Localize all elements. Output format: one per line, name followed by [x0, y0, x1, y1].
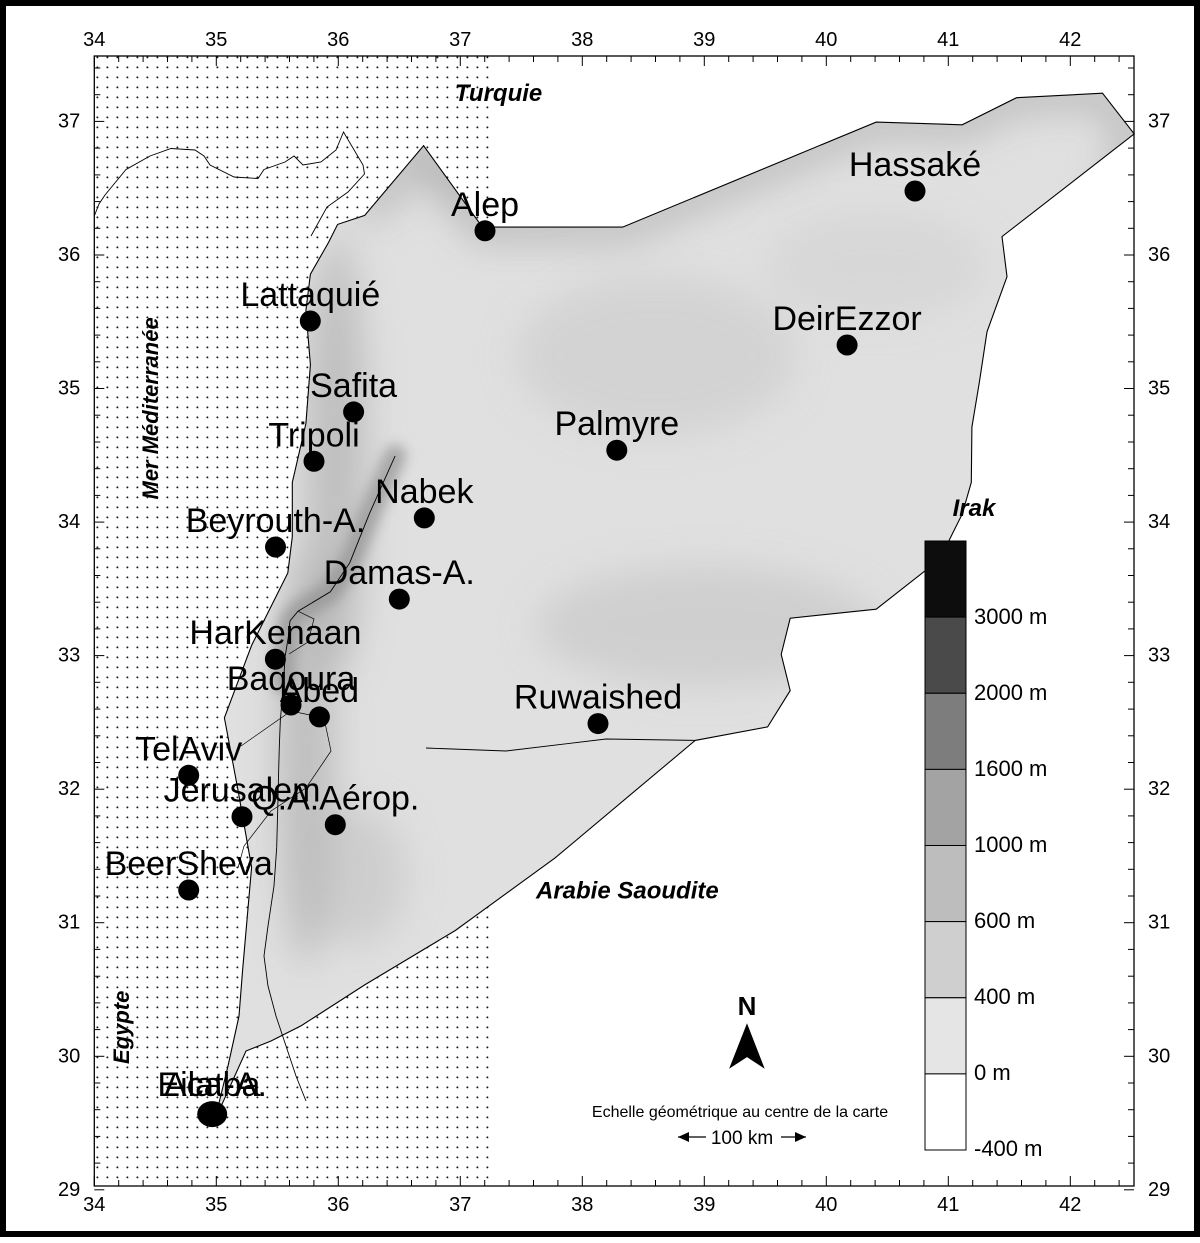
svg-text:34: 34: [83, 1194, 105, 1216]
svg-text:Palmyre: Palmyre: [554, 405, 679, 443]
svg-text:36: 36: [327, 1194, 349, 1216]
svg-text:37: 37: [58, 110, 80, 132]
svg-text:Mer Méditerranée: Mer Méditerranée: [138, 317, 163, 499]
svg-text:DeirEzzor: DeirEzzor: [772, 300, 921, 338]
svg-text:Egypte: Egypte: [109, 991, 134, 1064]
svg-text:32: 32: [1148, 778, 1170, 800]
svg-text:31: 31: [1148, 912, 1170, 934]
svg-text:Hassaké: Hassaké: [849, 146, 981, 184]
svg-text:29: 29: [1148, 1179, 1170, 1201]
svg-text:39: 39: [693, 29, 715, 51]
svg-text:400 m: 400 m: [974, 984, 1035, 1009]
svg-text:Alep: Alep: [451, 186, 519, 224]
svg-text:N: N: [738, 991, 757, 1021]
svg-text:HarKenaan: HarKenaan: [189, 614, 361, 652]
svg-text:0 m: 0 m: [974, 1060, 1011, 1085]
svg-text:42: 42: [1059, 1194, 1081, 1216]
svg-text:Eilat-A.: Eilat-A.: [157, 1066, 267, 1104]
svg-text:40: 40: [815, 29, 837, 51]
svg-text:41: 41: [937, 29, 959, 51]
svg-text:41: 41: [937, 1194, 959, 1216]
svg-text:1000 m: 1000 m: [974, 832, 1047, 857]
svg-text:35: 35: [58, 378, 80, 400]
svg-text:3000 m: 3000 m: [974, 604, 1047, 629]
svg-text:Damas-A.: Damas-A.: [324, 554, 475, 592]
svg-text:35: 35: [205, 29, 227, 51]
svg-text:Nabek: Nabek: [375, 473, 474, 511]
svg-text:38: 38: [571, 1194, 593, 1216]
svg-text:34: 34: [1148, 511, 1170, 533]
svg-text:Ruwaished: Ruwaished: [514, 679, 682, 717]
svg-text:Safita: Safita: [310, 367, 397, 405]
svg-text:37: 37: [1148, 110, 1170, 132]
svg-text:-400 m: -400 m: [974, 1136, 1042, 1161]
svg-text:37: 37: [449, 29, 471, 51]
svg-text:Abed: Abed: [280, 672, 359, 710]
svg-text:34: 34: [58, 511, 80, 533]
svg-text:Arabie Saoudite: Arabie Saoudite: [535, 878, 719, 905]
svg-text:Beyrouth-A.: Beyrouth-A.: [186, 502, 366, 540]
svg-text:40: 40: [815, 1194, 837, 1216]
svg-text:Echelle géométrique au centre: Echelle géométrique au centre de la cart…: [592, 1104, 888, 1121]
svg-text:35: 35: [1148, 378, 1170, 400]
svg-text:Tripoli: Tripoli: [268, 416, 359, 454]
svg-text:36: 36: [58, 244, 80, 266]
svg-text:33: 33: [1148, 645, 1170, 667]
svg-text:39: 39: [693, 1194, 715, 1216]
svg-text:36: 36: [327, 29, 349, 51]
svg-text:1600 m: 1600 m: [974, 756, 1047, 781]
svg-text:29: 29: [58, 1179, 80, 1201]
svg-text:TelAviv: TelAviv: [135, 730, 242, 768]
svg-text:34: 34: [83, 29, 105, 51]
svg-text:36: 36: [1148, 244, 1170, 266]
svg-text:35: 35: [205, 1194, 227, 1216]
svg-text:32: 32: [58, 778, 80, 800]
svg-text:Q.A.Aérop.: Q.A.Aérop.: [251, 780, 419, 818]
svg-text:31: 31: [58, 912, 80, 934]
svg-text:600 m: 600 m: [974, 908, 1035, 933]
svg-text:38: 38: [571, 29, 593, 51]
svg-text:37: 37: [449, 1194, 471, 1216]
svg-text:42: 42: [1059, 29, 1081, 51]
svg-text:BeerSheva: BeerSheva: [105, 845, 273, 883]
svg-text:33: 33: [58, 645, 80, 667]
svg-text:Lattaquié: Lattaquié: [240, 276, 380, 314]
svg-text:100 km: 100 km: [711, 1128, 773, 1149]
svg-text:2000 m: 2000 m: [974, 680, 1047, 705]
svg-text:30: 30: [58, 1045, 80, 1067]
svg-text:30: 30: [1148, 1045, 1170, 1067]
svg-text:Irak: Irak: [953, 495, 997, 522]
svg-text:Turquie: Turquie: [455, 80, 543, 107]
